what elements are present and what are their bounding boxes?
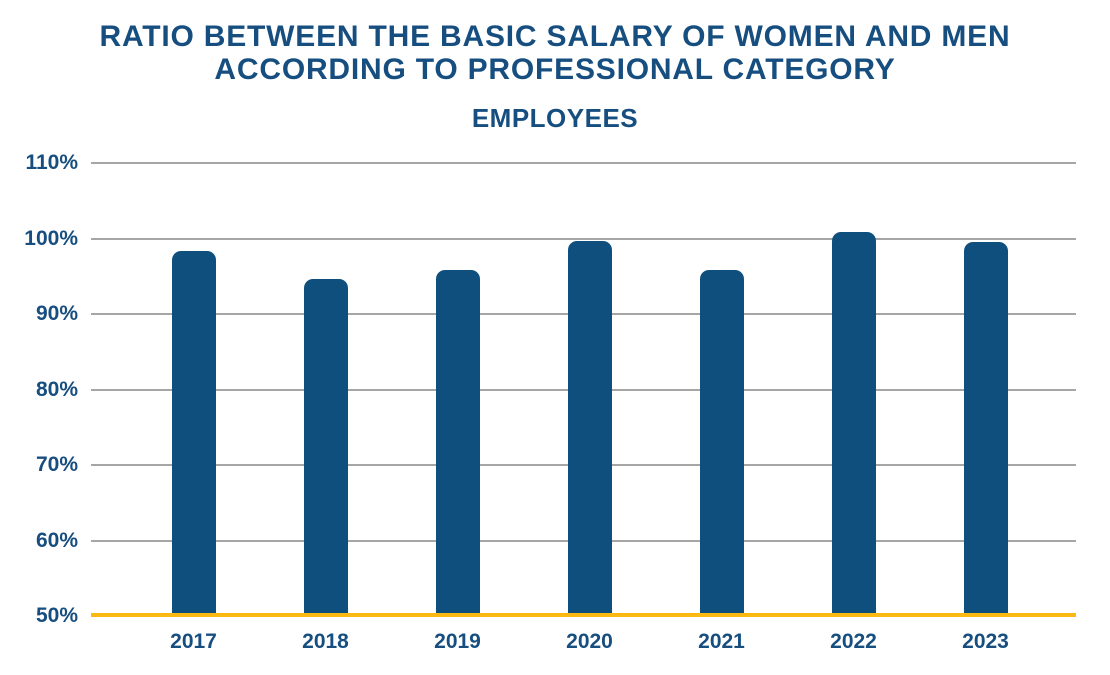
x-axis-label-2019: 2019 xyxy=(434,630,481,653)
x-axis-label-2023: 2023 xyxy=(962,630,1009,653)
y-axis-label-60pct: 60% xyxy=(35,528,78,552)
x-axis-label-2018: 2018 xyxy=(302,630,349,653)
y-axis-label-80pct: 80% xyxy=(35,377,78,401)
chart-subtitle: EMPLOYEES xyxy=(471,103,639,133)
bar-2020 xyxy=(567,240,612,616)
y-axis-label-100pct: 100% xyxy=(24,226,78,250)
gridline-110pct xyxy=(91,162,1076,164)
bar-2022 xyxy=(831,232,876,616)
bar-2023 xyxy=(963,241,1008,616)
x-axis-label-2022: 2022 xyxy=(830,630,877,653)
chart-title: RATIO BETWEEN THE BASIC SALARY OF WOMEN … xyxy=(99,20,1011,86)
plot-area: 110% 100% 90% 80% 70% 60% 50% 2017 2018 2019 2020 2… xyxy=(24,151,1076,653)
baseline-50pct xyxy=(91,613,1076,617)
y-axis-label-70pct: 70% xyxy=(35,453,78,476)
y-axis-label-110pct: 110% xyxy=(25,151,78,174)
x-axis-label-2021: 2021 xyxy=(698,630,745,653)
bar-2017 xyxy=(171,251,216,616)
x-axis-label-2017: 2017 xyxy=(170,630,217,653)
bar-2021 xyxy=(699,270,744,616)
bar-2019 xyxy=(435,270,480,616)
y-axis-label-90pct: 90% xyxy=(35,302,78,325)
bar-2018 xyxy=(303,279,348,616)
gridline-100pct xyxy=(91,237,1076,240)
x-axis-label-2020: 2020 xyxy=(566,630,613,653)
y-axis-label-50pct: 50% xyxy=(35,604,78,627)
